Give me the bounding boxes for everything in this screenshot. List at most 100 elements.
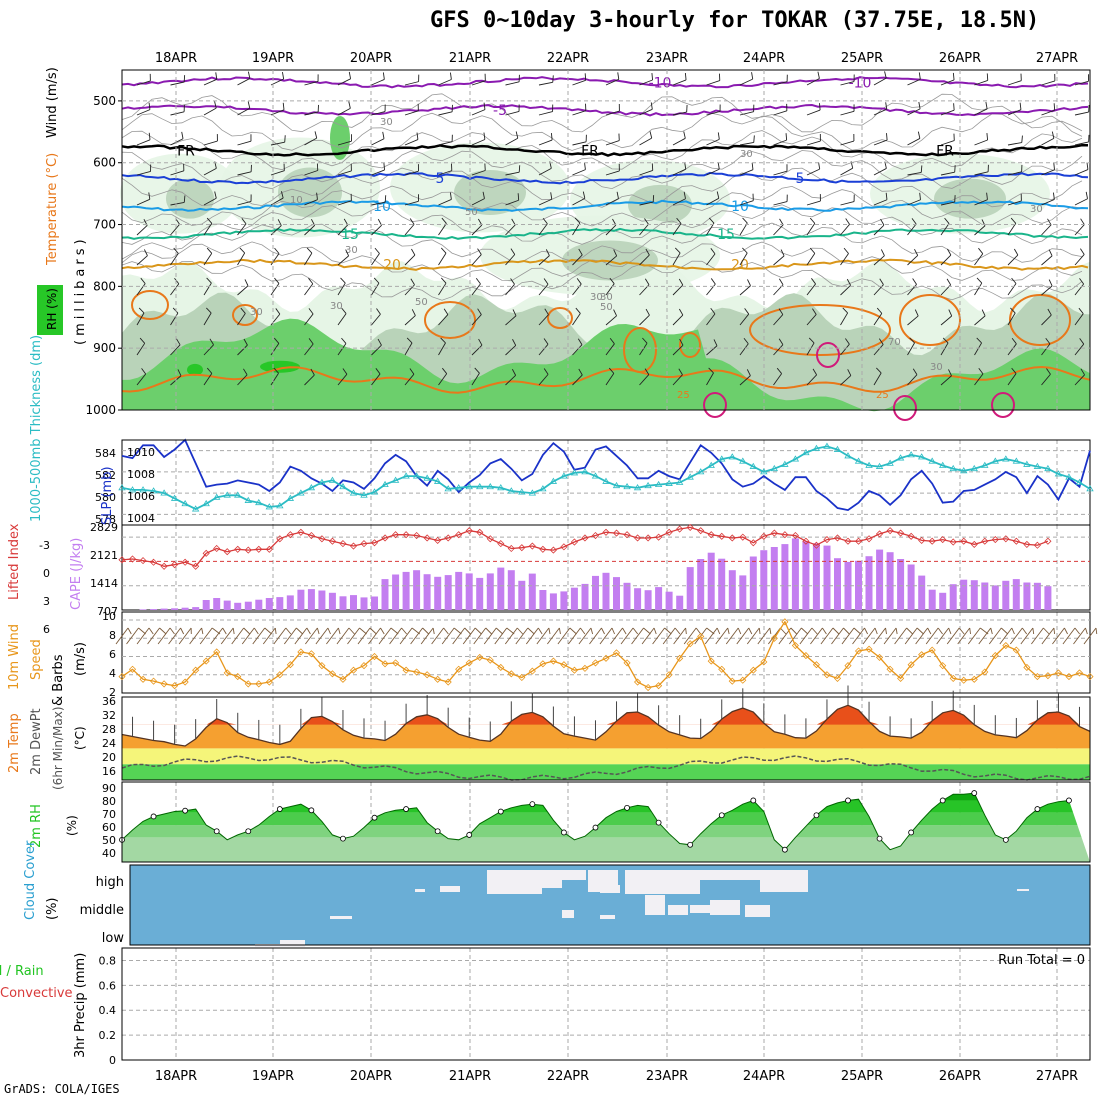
wind10-barb-flag-54 — [695, 627, 702, 635]
rh-tick-0: 90 — [102, 782, 116, 795]
wind-barb-8-18 — [739, 313, 750, 326]
wind-barb-0-17 — [706, 80, 720, 86]
cape-bar-51 — [655, 587, 663, 610]
rh-point-66 — [813, 812, 820, 819]
thickness-point-36 — [497, 484, 505, 491]
wind-barb-1-0 — [136, 109, 151, 116]
wind10-barb-18 — [305, 627, 318, 645]
wind-barb-10-22 — [873, 372, 882, 386]
thickness-point-11 — [234, 491, 242, 498]
wind10-barb-flag-28 — [422, 627, 430, 635]
cape-bar-12 — [244, 601, 252, 610]
li-point-65 — [802, 537, 810, 545]
wind-barb-flag-7-20 — [811, 278, 816, 285]
cape-tick-1: 2121 — [90, 549, 118, 562]
wind10-barb-44 — [578, 627, 592, 645]
wind-barb-2-4 — [270, 141, 285, 146]
wind10-barb-39 — [525, 627, 539, 645]
wind-barb-0-26 — [1007, 80, 1022, 86]
wind10-barb-flag-85 — [1021, 627, 1028, 635]
ua-ytick-600: 600 — [93, 156, 116, 170]
li-point-20 — [328, 537, 337, 545]
wind10-barb-32 — [452, 627, 466, 645]
wind-barb-10-26 — [1007, 373, 1017, 386]
wind10-point-53 — [676, 654, 684, 662]
isotherm-label-1-0: -5 — [493, 103, 507, 119]
wind10-point-11 — [234, 673, 242, 681]
cape-bar-62 — [770, 547, 778, 610]
cape-bar-4 — [160, 608, 168, 610]
wind10-barb-flag-37 — [516, 627, 524, 635]
wind-barb-0-8 — [404, 81, 419, 86]
contour-label-1: 30 — [330, 301, 343, 312]
wind-barb-3-28 — [1074, 169, 1089, 176]
wind-barb-flag-10-4 — [273, 367, 279, 374]
wind-barb-flag-7-2 — [206, 277, 212, 284]
wind10-barb-flag-72 — [885, 627, 887, 635]
cape-bar-81 — [970, 580, 978, 610]
wind-barb-flag-8-2 — [206, 307, 212, 314]
wind-barb-5-18 — [739, 222, 748, 236]
rh-tick-4: 50 — [102, 834, 116, 847]
li-point-16 — [286, 531, 294, 539]
wind10-barb-22 — [347, 627, 360, 645]
wind-barb-3-8 — [404, 170, 419, 176]
wind-barb-5-10 — [471, 224, 483, 236]
rh-point-18 — [308, 807, 315, 814]
contour-label-4: 30 — [600, 292, 613, 303]
wind-barb-flag-5-13 — [574, 217, 581, 224]
wind10-barb-flag-25 — [390, 627, 399, 635]
wind-barb-flag-10-21 — [847, 369, 852, 376]
wind-barb-flag-7-12 — [543, 278, 549, 285]
cape-bar-41 — [549, 593, 557, 610]
thickness-point-20 — [328, 476, 337, 483]
wind-barb-5-22 — [873, 224, 885, 236]
li-point-53 — [676, 525, 684, 533]
contour-label-3: 50 — [465, 207, 478, 218]
wind-barb-4-21 — [840, 201, 855, 206]
cape-bar-56 — [707, 552, 715, 610]
thickness-point-57 — [718, 455, 726, 462]
ua-ytick-800: 800 — [93, 279, 116, 293]
thickness-point-53 — [675, 478, 684, 485]
wind-barb-10-11 — [505, 375, 516, 386]
wind-barb-1-14 — [605, 110, 620, 116]
wind10-point-79 — [949, 674, 957, 682]
wind-barb-8-3 — [237, 313, 246, 326]
ua-ytick-700: 700 — [93, 218, 116, 232]
wind-barb-4-27 — [1041, 199, 1055, 206]
slp-tick-3: 1004 — [127, 512, 155, 525]
thickness-point-39 — [528, 489, 537, 496]
temp-tick-2: 28 — [102, 723, 116, 736]
orange-contour-8 — [1009, 294, 1071, 346]
magenta-contour-3 — [991, 392, 1015, 418]
wind-barb-flag-5-16 — [676, 217, 682, 224]
wind10-barb-flag-56 — [716, 627, 721, 635]
cape-bar-13 — [255, 599, 263, 610]
wind-barb-3-10 — [471, 170, 486, 176]
cloud-high-9 — [415, 889, 425, 892]
wind-barb-flag-10-7 — [375, 368, 381, 375]
wind10-barb-flag-2 — [148, 627, 154, 635]
thickness-point-13 — [255, 498, 263, 506]
wind-barb-flag-6-11 — [510, 248, 516, 255]
wind10-barb-flag-12 — [253, 627, 259, 635]
contour-label-12: 30 — [930, 362, 943, 373]
cloud-high-0 — [487, 870, 542, 894]
wind10-point-67 — [823, 671, 831, 679]
cape-bar-23 — [360, 597, 368, 610]
wind10-barb-flag-80 — [969, 627, 971, 635]
wind10-barb-flag-15 — [285, 627, 292, 635]
wind-barb-flag-8-23 — [914, 309, 919, 317]
wind10-barb-flag-18 — [316, 627, 320, 635]
thickness-point-87 — [1033, 462, 1042, 469]
wind10-barb-27 — [399, 627, 413, 645]
cape-bar-82 — [981, 582, 989, 610]
wind-barb-10-2 — [203, 373, 213, 386]
thickness-point-79 — [949, 464, 957, 472]
wind10-point-72 — [875, 653, 884, 661]
wind10-barb-flag-71 — [874, 627, 878, 635]
wind-barb-4-26 — [1007, 200, 1022, 206]
wind10-point-14 — [265, 678, 273, 686]
wind-barb-5-17 — [706, 222, 715, 236]
